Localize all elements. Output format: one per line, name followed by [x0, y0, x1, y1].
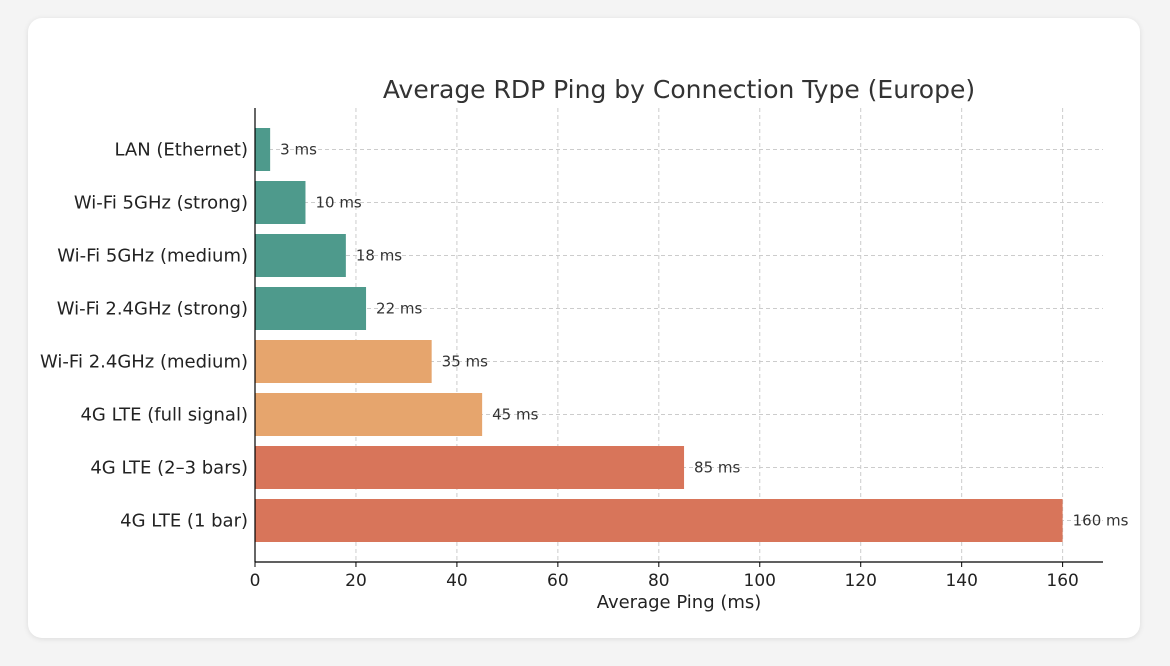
chart-title: Average RDP Ping by Connection Type (Eur… — [383, 75, 975, 104]
category-label: Wi-Fi 5GHz (medium) — [57, 246, 248, 267]
bar — [255, 181, 306, 224]
x-tick-label: 0 — [250, 571, 261, 591]
category-label: 4G LTE (full signal) — [80, 405, 248, 426]
x-tick-layer: 0 20 40 60 80 100 120 140 160 — [250, 562, 1079, 591]
category-label: 4G LTE (1 bar) — [120, 511, 248, 532]
bar — [255, 340, 432, 383]
x-tick-label: 40 — [446, 571, 468, 591]
value-label: 45 ms — [492, 406, 538, 424]
value-label: 22 ms — [376, 300, 422, 318]
x-tick-label: 20 — [345, 571, 367, 591]
x-tick-label: 60 — [547, 571, 569, 591]
bar — [255, 234, 346, 277]
x-tick-label: 140 — [945, 571, 977, 591]
bar — [255, 393, 483, 436]
bar — [255, 446, 685, 489]
grid-layer — [255, 108, 1103, 562]
value-label: 35 ms — [442, 353, 488, 371]
label-layer: LAN (Ethernet) 3 ms Wi-Fi 5GHz (strong) 10 … — [40, 140, 1129, 532]
value-label: 18 ms — [356, 247, 402, 265]
bar-layer — [255, 128, 1063, 542]
category-label: Wi-Fi 2.4GHz (strong) — [57, 299, 248, 320]
x-axis-title: Average Ping (ms) — [597, 592, 762, 613]
ping-bar-chart: Average RDP Ping by Connection Type (Eur… — [40, 75, 1129, 613]
bar — [255, 287, 367, 330]
value-label: 85 ms — [694, 459, 740, 477]
bar — [255, 499, 1063, 542]
category-label: LAN (Ethernet) — [114, 140, 248, 161]
x-tick-label: 120 — [844, 571, 876, 591]
category-label: Wi-Fi 5GHz (strong) — [74, 193, 248, 214]
x-tick-label: 80 — [648, 571, 670, 591]
category-label: 4G LTE (2–3 bars) — [90, 458, 248, 479]
value-label: 10 ms — [315, 194, 361, 212]
chart-card: Average RDP Ping by Connection Type (Eur… — [28, 18, 1140, 638]
x-tick-label: 100 — [744, 571, 776, 591]
bar — [255, 128, 271, 171]
value-label: 160 ms — [1073, 512, 1129, 530]
x-tick-label: 160 — [1046, 571, 1078, 591]
value-label: 3 ms — [280, 141, 317, 159]
category-label: Wi-Fi 2.4GHz (medium) — [40, 352, 248, 373]
